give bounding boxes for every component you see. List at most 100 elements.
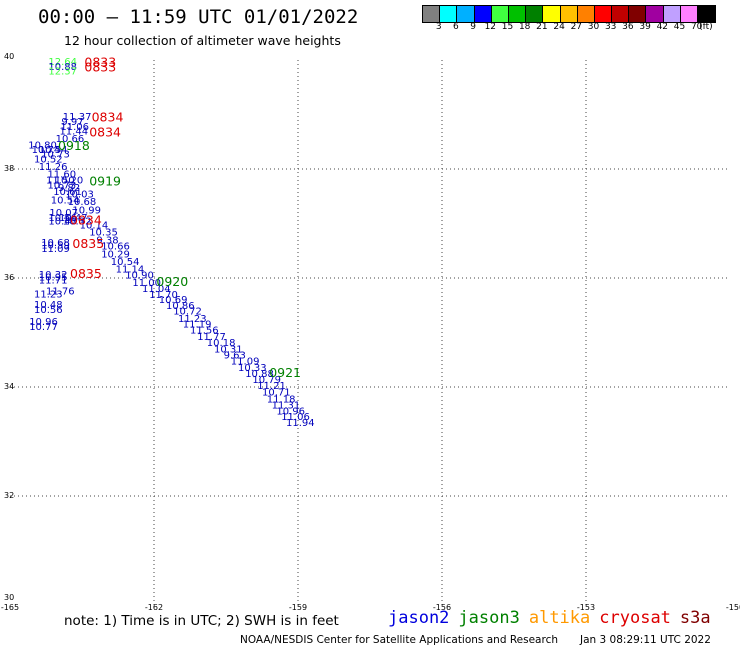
color-scale-label: 12 — [484, 22, 497, 32]
color-scale-label: 18 — [518, 22, 531, 32]
footer-note: note: 1) Time is in UTC; 2) SWH is in fe… — [64, 613, 339, 629]
satellite-altika: altika — [528, 608, 591, 628]
pass-time: 0835 — [70, 266, 102, 281]
swh-value: 10.68 — [41, 238, 70, 249]
swh-value: 10.80 — [28, 140, 57, 151]
swh-value: 10.77 — [29, 322, 58, 333]
color-swatch — [440, 6, 458, 22]
swh-value: 12.64 — [48, 57, 77, 68]
swh-value: 10.95 — [39, 273, 68, 284]
swh-value: 10.48 — [34, 300, 63, 311]
lon-tick-label: -159 — [289, 603, 307, 612]
swh-value: 11.76 — [46, 286, 75, 297]
swh-value: 11.71 — [39, 275, 68, 286]
color-scale-label: 70 — [690, 22, 703, 32]
swh-value: 10.66 — [56, 134, 85, 145]
swh-value: 10.54 — [51, 195, 80, 206]
generated-timestamp: Jan 3 08:29:11 UTC 2022 — [580, 634, 711, 646]
color-scale-labels: 3 6 9 12 15 18 21 24 27 30 33 36 39 42 45 70 (ft) — [422, 22, 740, 34]
swh-value: 10.03 — [65, 189, 94, 200]
swh-value: 10.14 — [80, 220, 109, 231]
swh-value: 9.38 — [96, 236, 118, 247]
swh-value: 10.59 — [41, 241, 70, 252]
swh-value: 11.06 — [60, 122, 89, 133]
pass-time: 0833 — [84, 55, 116, 70]
color-swatch — [680, 6, 698, 22]
swh-value: 11.14 — [116, 265, 145, 276]
color-swatch — [491, 6, 509, 22]
satellite-cryosat: cryosat — [599, 608, 671, 628]
color-swatch — [577, 6, 595, 22]
pass-time-labels: 0833083308340834091809190834083508350920… — [58, 55, 301, 381]
lat-tick-label: 40 — [4, 52, 14, 61]
swh-value: 10.88 — [48, 62, 77, 73]
swh-value: 11.26 — [39, 162, 68, 173]
swh-value: 11.09 — [231, 357, 260, 368]
color-scale-label: (ft) — [699, 22, 713, 32]
swh-value: 11.23 — [178, 314, 207, 325]
swh-value: 11.21 — [257, 381, 286, 392]
swh-value: 11.37 — [63, 112, 92, 123]
satellite-s3a: s3a — [679, 608, 711, 628]
swh-value: 10.18 — [207, 338, 236, 349]
swh-value: 10.32 — [63, 217, 92, 228]
color-scale-label: 30 — [587, 22, 600, 32]
swh-value: 11.70 — [149, 290, 178, 301]
swh-value: 10.61 — [53, 187, 82, 198]
swh-value: 10.96 — [29, 317, 58, 328]
swh-value: 10.73 — [41, 150, 70, 161]
credit-text: NOAA/NESDIS Center for Satellite Applica… — [240, 634, 558, 646]
swh-value: 11.50 — [46, 176, 75, 187]
swh-value: 11.60 — [47, 170, 76, 181]
swh-value: 10.54 — [111, 257, 140, 268]
color-scale-label: 15 — [501, 22, 514, 32]
swh-value: 10.35 — [89, 227, 118, 238]
pass-time: 0834 — [92, 110, 124, 125]
swh-value: 11.09 — [41, 244, 70, 255]
swh-value: 10.33 — [238, 363, 267, 374]
lon-tick-label: -150 — [726, 603, 740, 612]
color-scale-label: 21 — [536, 22, 548, 32]
color-scale-label: 42 — [656, 22, 669, 32]
swh-value: 10.86 — [166, 301, 195, 312]
lon-tick-label: -165 — [1, 603, 19, 612]
pass-time: 0920 — [156, 274, 188, 289]
page-title: 00:00 – 11:59 UTC 01/01/2022 — [38, 6, 359, 28]
swh-value: 10.74 — [32, 145, 61, 156]
color-swatch — [646, 6, 664, 22]
pass-time: 0833 — [84, 59, 116, 74]
swh-value: 10.52 — [34, 154, 63, 165]
satellite-legend: jason2 jason3 altika cryosat s3a — [388, 608, 720, 628]
lon-tick-label: -162 — [145, 603, 163, 612]
lat-tick-label: 36 — [4, 273, 14, 282]
swh-value: 11.00 — [132, 278, 161, 289]
color-swatch — [474, 6, 492, 22]
swh-value: 10.69 — [159, 295, 188, 306]
swh-value: 11.94 — [286, 418, 315, 429]
swh-value: 10.73 — [47, 181, 76, 192]
pass-time: 0918 — [58, 138, 90, 153]
swh-value: 11.77 — [197, 332, 226, 343]
lat-tick-label: 32 — [4, 491, 14, 500]
swh-value: 10.66 — [101, 242, 130, 253]
color-swatch — [663, 6, 681, 22]
color-swatch — [560, 6, 578, 22]
color-swatch — [612, 6, 630, 22]
color-scale-label: 6 — [453, 22, 459, 32]
color-scale-label: 45 — [673, 22, 686, 32]
swh-value: 11.04 — [142, 284, 171, 295]
swh-value: 10.88 — [245, 369, 274, 380]
swh-value: 9.63 — [224, 351, 246, 362]
color-scale-label: 24 — [553, 22, 565, 32]
swh-value: 11.44 — [59, 127, 88, 138]
swh-value: 11.31 — [272, 400, 301, 411]
swh-value: 12.37 — [48, 67, 77, 78]
swh-value: 11.06 — [281, 412, 310, 423]
color-scale-label: 27 — [570, 22, 583, 32]
satellite-jason3: jason3 — [458, 608, 520, 628]
swh-value: 11.23 — [34, 290, 63, 301]
swh-value: 10.56 — [48, 213, 77, 224]
lat-tick-label: 30 — [4, 593, 14, 602]
swh-value: 10.56 — [34, 305, 63, 316]
swh-value: 10.29 — [101, 249, 130, 260]
